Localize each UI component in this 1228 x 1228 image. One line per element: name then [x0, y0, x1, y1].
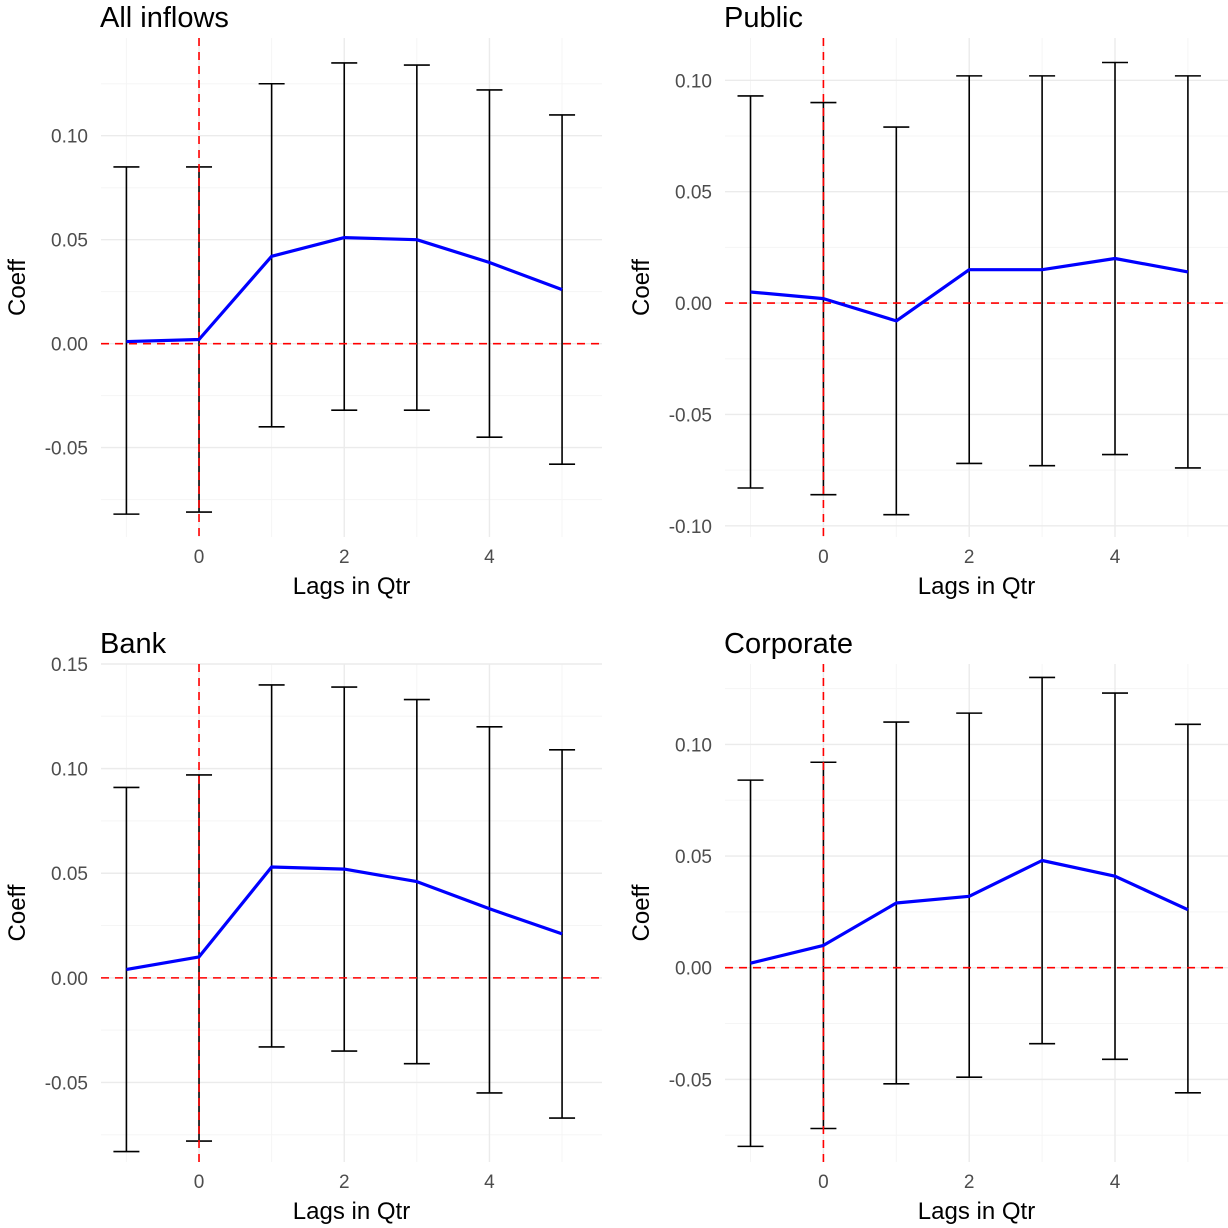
y-tick-label: 0.05 [675, 847, 712, 868]
y-tick-label: 0.10 [51, 760, 88, 781]
y-tick-label: 0.00 [51, 335, 88, 356]
y-axis-title: Coeff [4, 259, 31, 316]
panel-corporate: -0.05 0.00 0.05 0.10 0 2 4 Lags in Qtr Coeff Corp… [628, 628, 1228, 1225]
y-tick-label: 0.00 [51, 969, 88, 990]
x-tick-label: 2 [339, 547, 350, 568]
x-axis-title: Lags in Qtr [293, 1198, 410, 1225]
x-tick-label: 4 [484, 1172, 495, 1193]
x-axis-title: Lags in Qtr [918, 573, 1035, 600]
y-tick-label: -0.05 [45, 1073, 88, 1094]
y-tick-label: 0.00 [675, 294, 712, 315]
y-tick-label: 0.10 [51, 127, 88, 148]
x-tick-label: 4 [1110, 547, 1121, 568]
y-tick-label: 0.15 [51, 655, 88, 676]
x-axis-title: Lags in Qtr [293, 573, 410, 600]
x-tick-label: 0 [818, 1172, 829, 1193]
x-tick-label: 2 [964, 1172, 975, 1193]
y-tick-label: 0.10 [675, 71, 712, 92]
error-bar [403, 64, 430, 411]
y-tick-label: -0.05 [669, 1070, 712, 1091]
x-tick-label: 0 [194, 1172, 205, 1193]
y-axis-title: Coeff [628, 259, 655, 316]
x-tick-label: 0 [818, 547, 829, 568]
panel-public: -0.10 -0.05 0.00 0.05 0.10 0 2 4 Lags in Qtr Coef… [628, 2, 1228, 600]
y-tick-label: -0.05 [669, 405, 712, 426]
x-tick-label: 0 [194, 547, 205, 568]
y-tick-label: 0.05 [51, 231, 88, 252]
x-tick-label: 2 [339, 1172, 350, 1193]
x-tick-label: 4 [484, 547, 495, 568]
panel-title: Public [724, 2, 803, 34]
panel-title: All inflows [100, 2, 229, 34]
panel-all-inflows: -0.05 0.00 0.05 0.10 0 2 4 Lags in Qtr Coeff All … [4, 2, 602, 600]
y-tick-label: 0.10 [675, 735, 712, 756]
y-tick-label: 0.05 [675, 183, 712, 204]
panel-bank: -0.05 0.00 0.05 0.10 0.15 0 2 4 Lags in Qtr Coeff… [4, 628, 602, 1225]
y-tick-label: -0.05 [45, 439, 88, 460]
y-tick-label: 0.05 [51, 864, 88, 885]
y-axis-title: Coeff [4, 884, 31, 941]
x-tick-label: 2 [964, 547, 975, 568]
panel-title: Corporate [724, 628, 853, 660]
x-axis-title: Lags in Qtr [918, 1198, 1035, 1225]
y-tick-label: -0.10 [669, 517, 712, 538]
y-axis-title: Coeff [628, 884, 655, 941]
x-tick-label: 4 [1110, 1172, 1121, 1193]
y-tick-label: 0.00 [675, 959, 712, 980]
panel-title: Bank [100, 628, 167, 660]
